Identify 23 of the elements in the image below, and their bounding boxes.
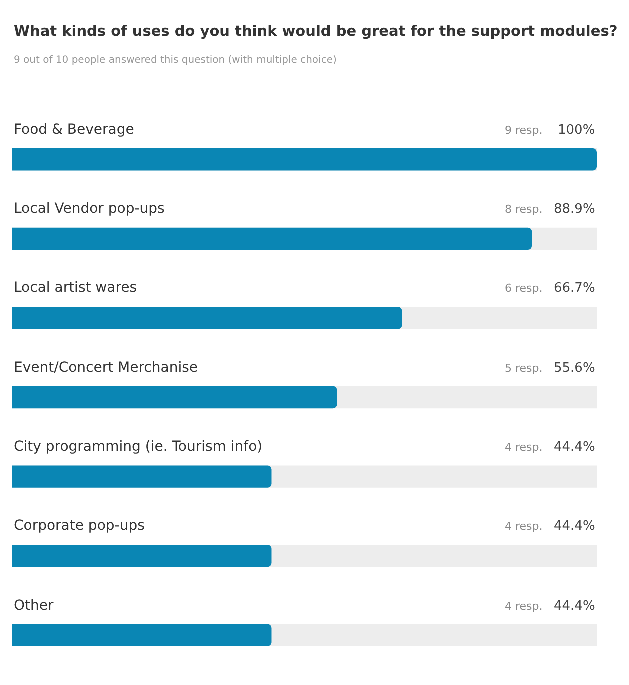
data-label: 88.9% bbox=[554, 202, 596, 217]
y-tick-label: Local Vendor pop-ups bbox=[14, 201, 165, 217]
annotation: 4 resp. bbox=[505, 600, 543, 613]
data-label: 66.7% bbox=[554, 281, 596, 296]
annotation: 6 resp. bbox=[505, 282, 543, 295]
y-tick-label: Food & Beverage bbox=[14, 122, 134, 138]
y-tick-label: Other bbox=[14, 598, 54, 614]
annotation: 5 resp. bbox=[505, 362, 543, 375]
y-tick-label: Event/Concert Merchanise bbox=[14, 360, 198, 376]
annotation: 9 resp. bbox=[505, 124, 543, 137]
data-label: 100% bbox=[558, 123, 596, 138]
data-label: 44.4% bbox=[554, 440, 596, 455]
annotation: 4 resp. bbox=[505, 520, 543, 533]
data-label: 44.4% bbox=[554, 519, 596, 534]
data-label: 55.6% bbox=[554, 361, 596, 376]
y-tick-label: City programming (ie. Tourism info) bbox=[14, 439, 263, 455]
chart-subtitle: 9 out of 10 people answered this question (with multiple choice) bbox=[14, 55, 337, 66]
annotation: 8 resp. bbox=[505, 203, 543, 216]
annotation: 4 resp. bbox=[505, 441, 543, 454]
y-tick-label: Corporate pop-ups bbox=[14, 518, 145, 534]
chart-title: What kinds of uses do you think would be great for the support modules? bbox=[14, 24, 618, 40]
y-tick-label: Local artist wares bbox=[14, 280, 138, 296]
data-label: 44.4% bbox=[554, 599, 596, 614]
